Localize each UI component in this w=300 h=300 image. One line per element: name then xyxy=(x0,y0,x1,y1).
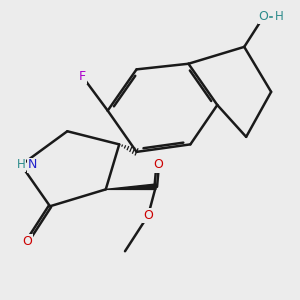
Text: O: O xyxy=(153,158,163,172)
Text: H: H xyxy=(17,158,26,172)
Polygon shape xyxy=(106,184,156,189)
Text: F: F xyxy=(79,70,86,83)
Text: O: O xyxy=(143,209,153,222)
Text: O: O xyxy=(259,11,269,23)
Text: H: H xyxy=(275,11,284,23)
Text: O: O xyxy=(22,236,32,248)
Text: N: N xyxy=(28,158,37,172)
